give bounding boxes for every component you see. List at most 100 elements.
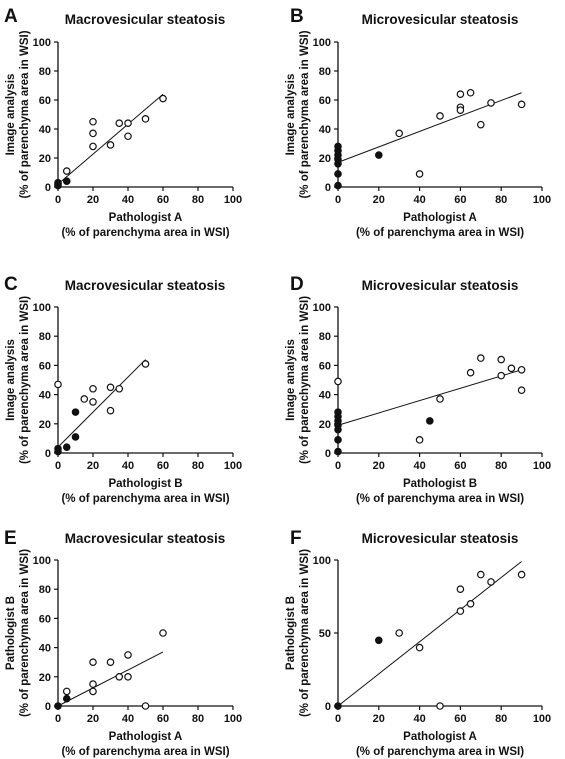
panel-f-open-point — [476, 570, 485, 579]
panel-d: D Microvesicular steatosis 0 20 40 60 80 100 0 20… — [285, 274, 551, 505]
panel-d-y-tick-label: 20 — [319, 419, 331, 431]
panel-a-open-point — [124, 119, 132, 128]
panel-a-open-point — [89, 129, 97, 138]
panel-b-filled-point — [334, 170, 342, 178]
panel-c-open-point — [80, 395, 89, 403]
panel-f-x-tick-label: 60 — [454, 713, 466, 725]
panel-d-x-tick-label: 20 — [373, 460, 385, 472]
panel-d-filled-point — [425, 417, 434, 425]
panel-b-open-point — [456, 90, 465, 99]
panel-f-x-tick-label: 100 — [533, 713, 551, 725]
panel-f-y-tick-label: 100 — [313, 555, 331, 567]
panel-d-open-point — [334, 377, 342, 386]
panel-a-x-tick-label: 0 — [55, 194, 61, 206]
panel-f-x-tick-label: 40 — [413, 713, 425, 725]
panel-c-fit-line — [57, 359, 146, 448]
panel-b-y-tick-label: 40 — [319, 124, 331, 136]
panel-d-letter: D — [290, 274, 304, 295]
panel-a-x-tick-label: 20 — [87, 194, 99, 206]
panel-e-filled-point — [54, 702, 62, 710]
panel-a-x-tick-label: 60 — [157, 194, 169, 206]
panel-c-x-title: Pathologist B — [108, 478, 182, 490]
panel-b-open-point — [517, 100, 526, 109]
panel-c-open-point — [106, 406, 115, 415]
panel-a-x-tick-label: 80 — [192, 194, 204, 206]
panel-a-open-point — [115, 119, 124, 128]
panel-d-y-tick-label: 60 — [319, 360, 331, 372]
panel-a-filled-point — [54, 178, 62, 187]
panel-d-filled-point — [334, 408, 342, 416]
panel-e: E Macrovesicular steatosis 0 20 40 60 80 100 0 20… — [4, 528, 242, 758]
panel-d-open-point — [466, 368, 475, 377]
panel-f-letter: F — [290, 528, 302, 549]
panel-c-filled-point — [71, 408, 80, 416]
panel-d-open-point — [497, 371, 506, 380]
panel-f-y-tick-label: 0 — [325, 701, 331, 713]
panel-c-open-point — [141, 360, 150, 368]
panel-b-filled-point — [334, 142, 342, 151]
panel-f-y-subtitle: (% of parenchyma area in WSI) — [299, 549, 311, 717]
panel-c-open-point — [54, 380, 62, 389]
panel-e-y-tick-label: 40 — [39, 643, 51, 655]
panel-f-filled-point — [374, 636, 383, 645]
panel-e-open-point — [89, 658, 97, 667]
panel-a-open-point — [106, 141, 115, 149]
panel-e-filled-point — [62, 694, 71, 703]
panel-d-open-point — [497, 355, 506, 364]
panel-f-open-point — [436, 702, 444, 710]
panel-b-y-tick-label: 0 — [325, 182, 331, 194]
panel-c-y-tick-label: 100 — [33, 302, 51, 314]
panel-b-x-tick-label: 0 — [335, 194, 341, 206]
panel-d-y-subtitle: (% of parenchyma area in WSI) — [299, 296, 311, 464]
panel-a-open-point — [89, 142, 97, 151]
panel-f-open-point — [487, 578, 495, 586]
panel-c-filled-point — [54, 444, 62, 453]
panel-c-y-tick-label: 40 — [39, 390, 51, 402]
panel-e-y-tick-label: 20 — [39, 672, 51, 684]
panel-e-open-point — [124, 651, 132, 659]
panel-d-open-point — [476, 354, 485, 362]
panel-f-x-tick-label: 0 — [335, 713, 341, 725]
panel-c-y-tick-label: 0 — [45, 448, 51, 460]
panel-a-y-subtitle: (% of parenchyma area in WSI) — [19, 30, 31, 198]
panel-a-x-tick-label: 100 — [224, 194, 242, 206]
panel-c-open-point — [89, 384, 97, 393]
panel-a-letter: A — [4, 6, 18, 27]
panel-f-x-subtitle: (% of parenchyma area in WSI) — [356, 746, 524, 758]
panel-a-y-tick-label: 80 — [39, 66, 51, 78]
panel-c-filled-point — [71, 433, 80, 441]
panel-e-x-title: Pathologist A — [109, 731, 183, 743]
panel-e-y-tick-label: 80 — [39, 584, 51, 596]
panel-e-open-point — [106, 658, 115, 667]
panel-a-y-tick-label: 40 — [39, 124, 51, 136]
panel-c-x-tick-label: 40 — [122, 460, 134, 472]
panel-e-open-point — [62, 687, 71, 696]
panel-f: F Microvesicular steatosis 0 20 40 60 80 100 0 50… — [285, 528, 551, 758]
panel-b-x-tick-label: 100 — [533, 194, 551, 206]
panel-b-title: Microvesicular steatosis — [362, 12, 519, 27]
panel-d-open-point — [507, 364, 516, 373]
panel-c-x-tick-label: 100 — [224, 460, 242, 472]
panel-c-y-tick-label: 80 — [39, 331, 51, 343]
panel-d-y-tick-label: 80 — [319, 331, 331, 343]
panel-e-y-tick-label: 100 — [33, 555, 51, 567]
panel-f-title: Microvesicular steatosis — [362, 531, 519, 546]
panel-c-x-subtitle: (% of parenchyma area in WSI) — [61, 493, 229, 505]
panel-d-open-point — [436, 395, 444, 403]
panel-f-y-title: Pathologist B — [285, 596, 297, 670]
panel-c-open-point — [115, 384, 124, 393]
panel-e-x-subtitle: (% of parenchyma area in WSI) — [61, 746, 229, 758]
panel-b-y-tick-label: 100 — [313, 37, 331, 49]
panel-b-filled-point — [334, 181, 342, 190]
panel-b-x-title: Pathologist A — [403, 212, 477, 224]
panel-f-y-tick-label: 50 — [319, 628, 331, 640]
panel-a-y-tick-label: 100 — [33, 37, 51, 49]
panel-b-open-point — [436, 112, 444, 120]
panel-e-open-point — [124, 672, 132, 681]
panel-e-y-title: Pathologist B — [5, 596, 17, 670]
panel-e-fit-line — [57, 651, 164, 707]
panel-e-y-tick-label: 0 — [45, 701, 51, 713]
panel-c-x-tick-label: 20 — [87, 460, 99, 472]
panel-e-open-point — [141, 702, 150, 710]
